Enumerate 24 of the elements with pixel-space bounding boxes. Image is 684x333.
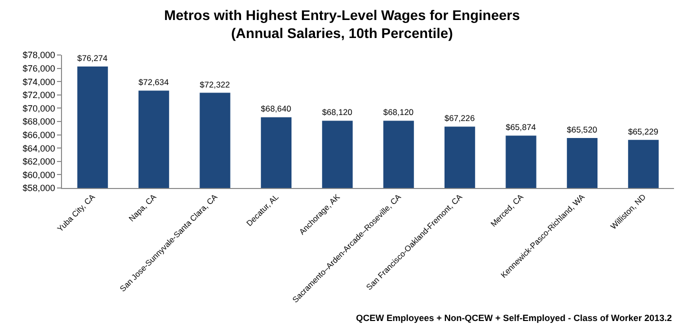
y-tick-label: $58,000 <box>22 183 56 194</box>
data-label: $68,120 <box>383 107 414 118</box>
y-tick-label: $62,000 <box>22 156 56 167</box>
data-label: $68,120 <box>322 107 353 118</box>
data-label: $65,520 <box>566 124 598 134</box>
data-label: $65,874 <box>506 122 536 132</box>
y-tick-label: $76,000 <box>22 63 56 74</box>
y-tick-label: $78,000 <box>22 50 56 60</box>
y-tick-label: $60,000 <box>22 170 56 180</box>
y-tick-label: $68,000 <box>22 116 56 127</box>
data-label: $65,229 <box>628 126 659 136</box>
chart-title: Metros with Highest Entry-Level Wages for Engineers (Annual Salaries, 10th Percentile) <box>164 6 520 42</box>
text: QCEW Employees + Non-QCEW + Self-Employed - Class of Worker 2013.2 <box>356 313 672 323</box>
data-label: $76,274 <box>77 52 108 63</box>
y-tick-label: $72,000 <box>22 90 56 100</box>
data-label: $68,640 <box>260 104 292 114</box>
data-label: $72,322 <box>200 79 230 90</box>
y-tick-label: $66,000 <box>22 130 56 140</box>
x-tick-label: Yuba City, CA <box>56 192 98 234</box>
data-label: $67,226 <box>444 113 476 124</box>
y-tick-label: $70,000 <box>22 103 56 114</box>
data-label: $72,634 <box>138 77 170 88</box>
y-tick-label: $74,000 <box>22 76 56 87</box>
y-tick-label: $64,000 <box>22 143 56 154</box>
